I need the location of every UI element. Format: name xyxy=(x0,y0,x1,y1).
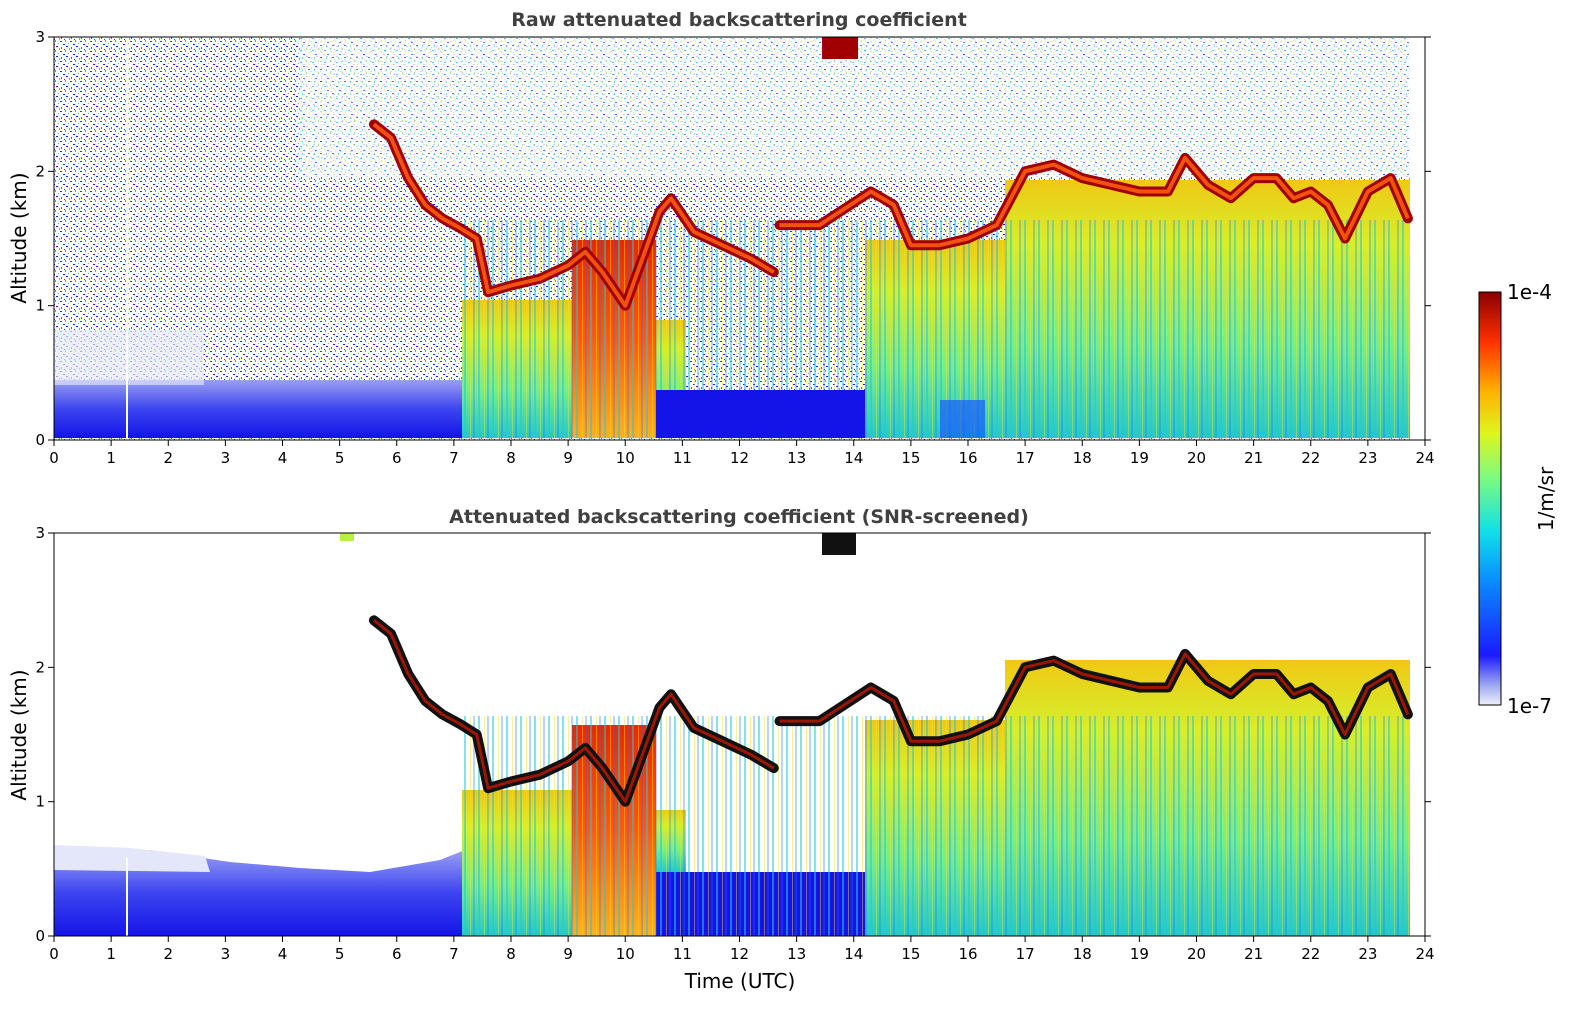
x-tick-label: 23 xyxy=(1358,449,1377,467)
data-gap xyxy=(126,858,128,936)
x-tick-label: 11 xyxy=(673,449,692,467)
column-streaks xyxy=(462,716,1410,936)
screened-backscatter-panel: Attenuated backscattering coefficient (S… xyxy=(7,506,1435,993)
x-tick-label: 17 xyxy=(1016,449,1035,467)
x-tick-label: 19 xyxy=(1130,449,1149,467)
y-tick-label: 0 xyxy=(35,927,45,945)
y-tick-label: 1 xyxy=(35,297,45,315)
x-tick-label: 6 xyxy=(392,945,402,963)
x-tick-label: 14 xyxy=(844,945,863,963)
x-tick-label: 5 xyxy=(335,945,345,963)
x-tick-label: 21 xyxy=(1244,449,1263,467)
axes: 0 1 2 3 4 5 6 7 8 9 10 11 12 13 14 15 16 17 18 19 20 21 22 23 24… xyxy=(35,28,1434,467)
y-axis-label: Altitude (km) xyxy=(7,172,31,303)
x-tick-label: 11 xyxy=(673,945,692,963)
y-tick-label: 2 xyxy=(35,162,45,180)
x-tick-label: 23 xyxy=(1358,945,1377,963)
x-tick-label: 4 xyxy=(278,945,288,963)
x-tick-label: 13 xyxy=(787,449,806,467)
x-tick-label: 3 xyxy=(221,945,231,963)
x-tick-label: 18 xyxy=(1073,449,1092,467)
x-tick-label: 3 xyxy=(221,449,231,467)
y-tick-label: 2 xyxy=(35,658,45,676)
x-tick-label: 15 xyxy=(901,449,920,467)
cloud-fragment xyxy=(340,533,354,541)
high-cloud xyxy=(822,533,856,555)
noise-high-altitude xyxy=(300,37,1410,177)
colorbar-unit-label: 1/m/sr xyxy=(1534,466,1558,531)
boundary-layer-haze xyxy=(54,330,204,385)
boundary-layer xyxy=(54,380,465,438)
x-tick-label: 13 xyxy=(787,945,806,963)
x-tick-label: 6 xyxy=(392,449,402,467)
x-tick-label: 12 xyxy=(730,945,749,963)
plot-area xyxy=(54,533,1425,936)
x-tick-label: 7 xyxy=(449,945,459,963)
x-tick-label: 16 xyxy=(958,945,977,963)
colorbar-max-label: 1e-4 xyxy=(1507,280,1552,304)
x-tick-label: 9 xyxy=(563,945,573,963)
x-tick-label: 20 xyxy=(1187,945,1206,963)
colorbar: 1e-4 1e-7 1/m/sr xyxy=(1478,280,1558,718)
x-tick-label: 14 xyxy=(844,449,863,467)
axes: 0 1 2 3 4 5 6 7 8 9 10 11 12 13 14 15 16 17 18 19 20 21 22 23 24… xyxy=(35,524,1434,963)
y-tick-label: 0 xyxy=(35,431,45,449)
low-signal xyxy=(940,400,985,438)
x-tick-label: 1 xyxy=(106,945,116,963)
x-tick-label: 0 xyxy=(49,945,59,963)
data-gap xyxy=(126,37,128,440)
y-tick-label: 3 xyxy=(35,28,45,46)
x-tick-label: 12 xyxy=(730,449,749,467)
x-tick-label: 8 xyxy=(506,945,516,963)
y-tick-label: 3 xyxy=(35,524,45,542)
x-tick-label: 18 xyxy=(1073,945,1092,963)
x-tick-label: 1 xyxy=(106,449,116,467)
cloud-top-edge xyxy=(372,122,1410,308)
y-axis-label: Altitude (km) xyxy=(7,669,31,800)
y-tick-label: 1 xyxy=(35,793,45,811)
x-tick-label: 10 xyxy=(616,945,635,963)
x-tick-label: 2 xyxy=(163,945,173,963)
boundary-layer-haze xyxy=(54,845,210,872)
chart-title: Raw attenuated backscattering coefficien… xyxy=(511,9,967,31)
x-tick-label: 7 xyxy=(449,449,459,467)
x-tick-label: 24 xyxy=(1415,945,1434,963)
x-tick-label: 10 xyxy=(616,449,635,467)
boundary-layer xyxy=(54,850,465,936)
colorbar-min-label: 1e-7 xyxy=(1507,694,1552,718)
x-tick-label: 24 xyxy=(1415,449,1434,467)
x-tick-label: 17 xyxy=(1016,945,1035,963)
cloud-top-edge xyxy=(372,619,1410,804)
raw-backscatter-panel: Raw attenuated backscattering coefficien… xyxy=(7,9,1435,467)
x-tick-label: 21 xyxy=(1244,945,1263,963)
x-axis-label: Time (UTC) xyxy=(684,969,796,993)
x-tick-label: 22 xyxy=(1301,945,1320,963)
x-tick-label: 15 xyxy=(901,945,920,963)
x-tick-label: 22 xyxy=(1301,449,1320,467)
x-tick-label: 16 xyxy=(958,449,977,467)
column-streaks xyxy=(462,220,1410,438)
x-tick-label: 9 xyxy=(563,449,573,467)
x-tick-label: 4 xyxy=(278,449,288,467)
x-tick-label: 8 xyxy=(506,449,516,467)
x-tick-label: 19 xyxy=(1130,945,1149,963)
low-signal xyxy=(656,390,865,438)
chart-title: Attenuated backscattering coefficient (S… xyxy=(449,506,1029,528)
x-tick-label: 20 xyxy=(1187,449,1206,467)
x-tick-label: 5 xyxy=(335,449,345,467)
plot-area xyxy=(54,37,1425,440)
high-cloud xyxy=(822,37,858,59)
x-tick-label: 0 xyxy=(49,449,59,467)
x-tick-label: 2 xyxy=(163,449,173,467)
colorbar-gradient xyxy=(1478,291,1502,706)
